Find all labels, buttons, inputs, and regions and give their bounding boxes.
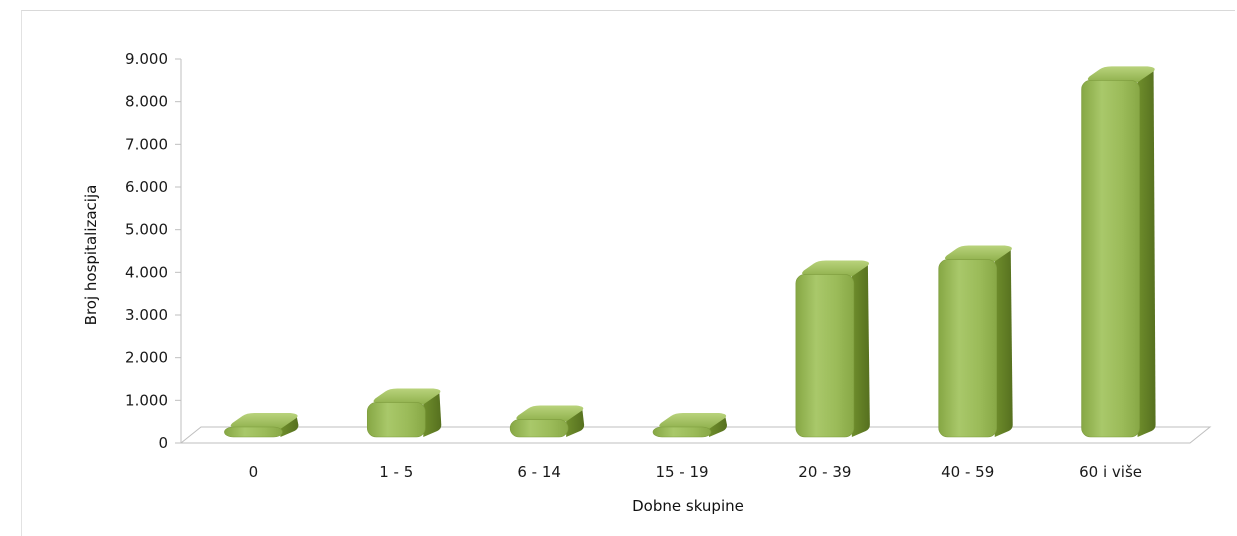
x-tick-label: 6 - 14 [517, 463, 561, 481]
tick-labels: 0 1.000 2.000 3.000 4.000 5.000 6.000 7.000 8.00… [125, 50, 1142, 481]
x-tick-label: 1 - 5 [379, 463, 413, 481]
bar-top [944, 245, 1012, 262]
y-tick-label: 9.000 [125, 50, 168, 68]
y-tick-label: 8.000 [125, 93, 168, 111]
bar-front [1081, 80, 1140, 438]
bar-top [1087, 66, 1155, 83]
x-axis-title: Dobne skupine [632, 497, 744, 515]
x-tick-label: 60 i više [1079, 463, 1142, 481]
bar-side [566, 407, 585, 437]
bar-top [230, 413, 298, 429]
y-tick-label: 6.000 [125, 178, 168, 196]
bars [224, 66, 1156, 438]
bar [652, 413, 727, 438]
bar-side [280, 415, 299, 437]
bar [1081, 66, 1156, 438]
bar-top [516, 405, 584, 422]
bar-front [652, 426, 712, 438]
bar [224, 413, 299, 438]
chart-frame [21, 10, 1235, 536]
y-tick-label: 3.000 [125, 306, 168, 324]
bar-top [659, 413, 727, 429]
y-tick-label: 2.000 [125, 349, 168, 367]
bar-top [373, 388, 441, 405]
y-tick-label: 0 [158, 434, 168, 452]
bar-side [423, 390, 442, 437]
x-tick-label: 40 - 59 [941, 463, 994, 481]
bar-front [795, 274, 855, 438]
bar-side [1137, 68, 1156, 437]
bar-side [709, 415, 727, 437]
bar-top [802, 260, 869, 277]
bar [509, 405, 585, 438]
bar-front [938, 259, 998, 438]
x-tick-label: 0 [249, 463, 259, 481]
x-tick-label: 15 - 19 [655, 463, 708, 481]
y-axis-title: Broj hospitalizacija [82, 185, 100, 326]
bar-front [366, 402, 426, 438]
axes [175, 58, 1212, 444]
bar-front [509, 419, 569, 438]
y-tick-label: 7.000 [125, 135, 168, 153]
bar-side [994, 247, 1013, 437]
bar [366, 388, 442, 438]
x-tick-label: 20 - 39 [798, 463, 851, 481]
bar [795, 260, 870, 438]
bar-front [224, 426, 283, 438]
y-tick-label: 5.000 [125, 221, 168, 239]
bar [938, 245, 1013, 438]
y-tick-label: 4.000 [125, 263, 168, 281]
bar-side [851, 262, 870, 437]
y-tick-label: 1.000 [125, 391, 168, 409]
